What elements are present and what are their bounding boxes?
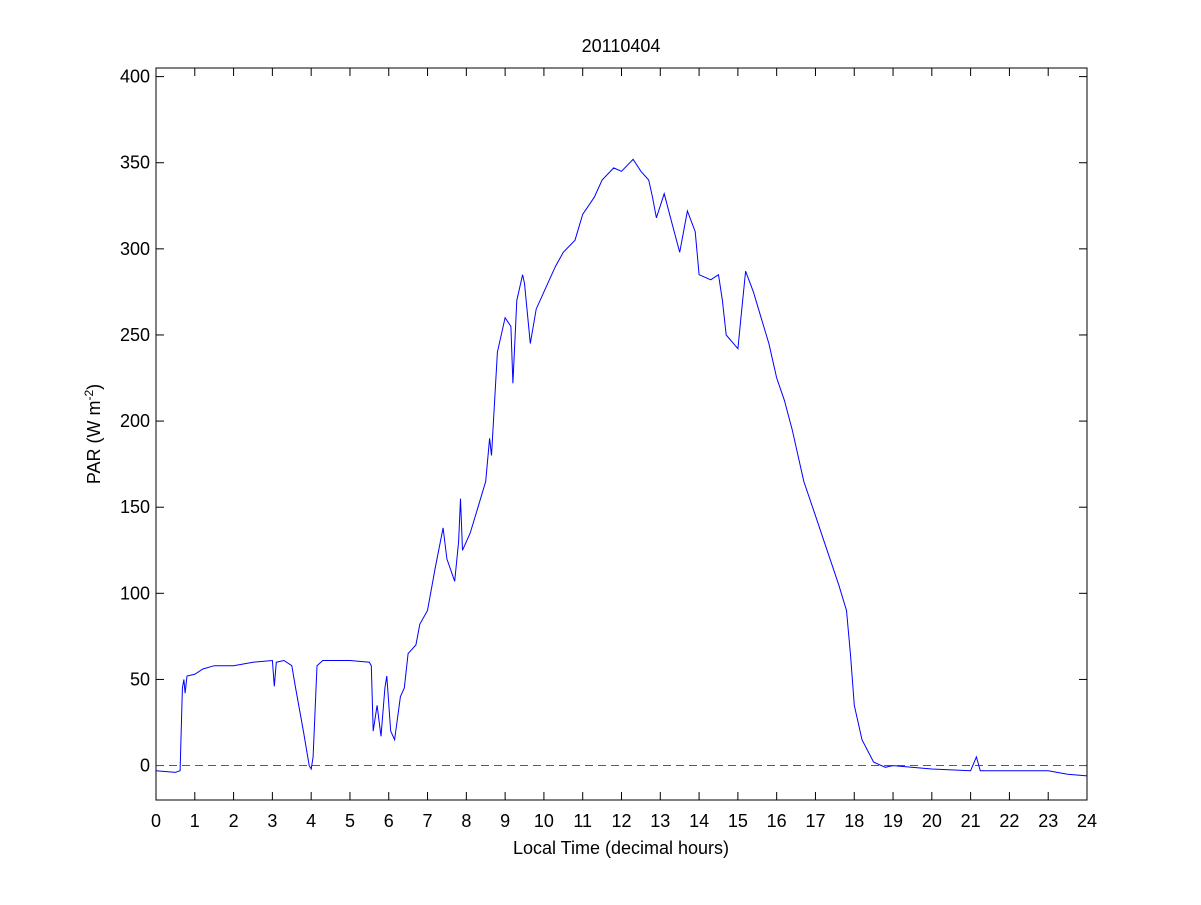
y-tick-label: 100 [120,583,150,603]
x-tick-label: 20 [922,811,942,831]
y-label-end: ) [84,384,104,390]
y-axis-label: PAR (W m-2) [82,384,104,484]
x-tick-label: 17 [805,811,825,831]
x-tick-label: 21 [961,811,981,831]
y-tick-label: 150 [120,497,150,517]
plot-frame [155,67,1088,801]
y-tick-label: 50 [130,669,150,689]
x-tick-label: 1 [190,811,200,831]
y-tick-label: 300 [120,239,150,259]
x-tick-label: 2 [229,811,239,831]
chart-title: 20110404 [582,36,661,56]
y-tick-label: 0 [140,756,150,776]
x-tick-label: 11 [573,811,592,831]
x-tick-label: 14 [689,811,709,831]
x-tick-label: 7 [423,811,433,831]
y-tick-label: 250 [120,325,150,345]
y-tick-label: 200 [120,411,150,431]
x-tick-label: 13 [650,811,670,831]
x-tick-label: 23 [1038,811,1058,831]
data-line [155,158,1088,777]
x-tick-label: 24 [1077,811,1097,831]
x-tick-label: 3 [267,811,277,831]
x-tick-label: 6 [384,811,394,831]
x-axis-label: Local Time (decimal hours) [513,838,729,858]
x-tick-label: 15 [728,811,748,831]
x-tick-label: 8 [461,811,471,831]
x-tick-label: 10 [534,811,554,831]
x-tick-label: 22 [999,811,1019,831]
y-label-sup: -2 [82,390,96,401]
y-tick-label: 400 [120,67,150,87]
x-tick-label: 5 [345,811,355,831]
x-tick-label: 19 [883,811,903,831]
y-label-text: PAR (W m [84,401,104,485]
x-tick-label: 12 [611,811,631,831]
x-tick-label: 18 [844,811,864,831]
x-tick-label: 16 [767,811,787,831]
x-tick-label: 9 [500,811,510,831]
y-tick-label: 350 [120,153,150,173]
x-tick-label: 4 [306,811,316,831]
x-tick-label: 0 [151,811,161,831]
